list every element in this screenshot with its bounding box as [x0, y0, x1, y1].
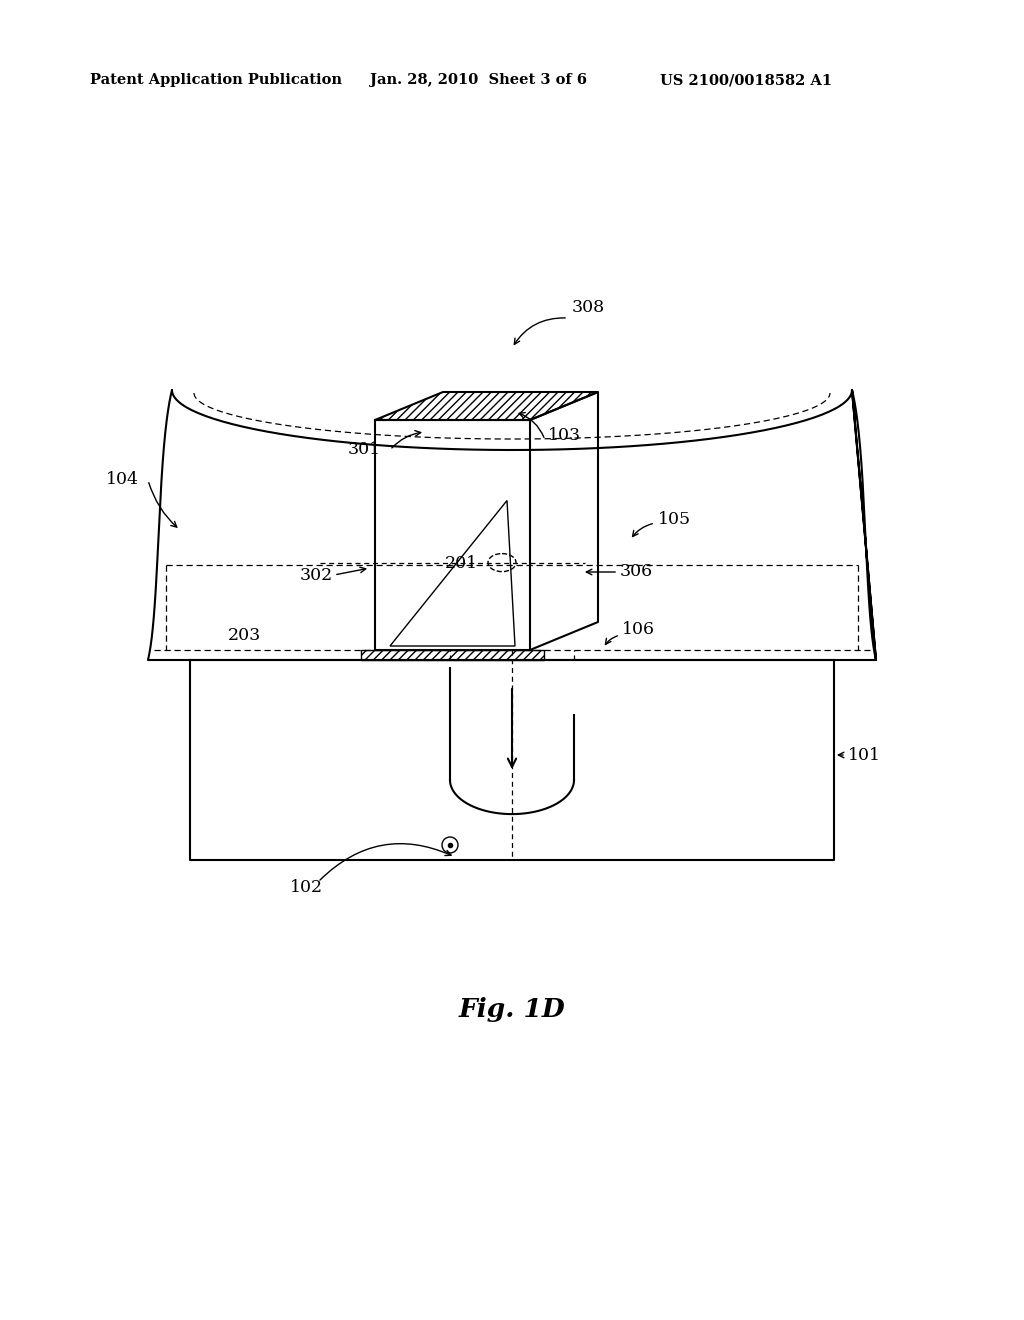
Text: 105: 105	[658, 511, 691, 528]
Text: 306: 306	[620, 564, 653, 581]
Text: 201: 201	[445, 556, 478, 573]
Text: Patent Application Publication: Patent Application Publication	[90, 73, 342, 87]
Text: 308: 308	[572, 298, 605, 315]
Polygon shape	[375, 392, 598, 420]
Text: 101: 101	[848, 747, 881, 763]
Text: 302: 302	[300, 566, 333, 583]
Text: 203: 203	[228, 627, 261, 644]
Text: 104: 104	[106, 471, 139, 488]
Text: 102: 102	[290, 879, 324, 896]
Text: Fig. 1D: Fig. 1D	[459, 998, 565, 1023]
Polygon shape	[390, 500, 515, 645]
Text: Jan. 28, 2010  Sheet 3 of 6: Jan. 28, 2010 Sheet 3 of 6	[370, 73, 587, 87]
Text: 301: 301	[348, 441, 381, 458]
Text: US 2100/0018582 A1: US 2100/0018582 A1	[660, 73, 833, 87]
Polygon shape	[361, 649, 544, 660]
Text: 106: 106	[622, 622, 655, 639]
Text: 103: 103	[548, 426, 582, 444]
